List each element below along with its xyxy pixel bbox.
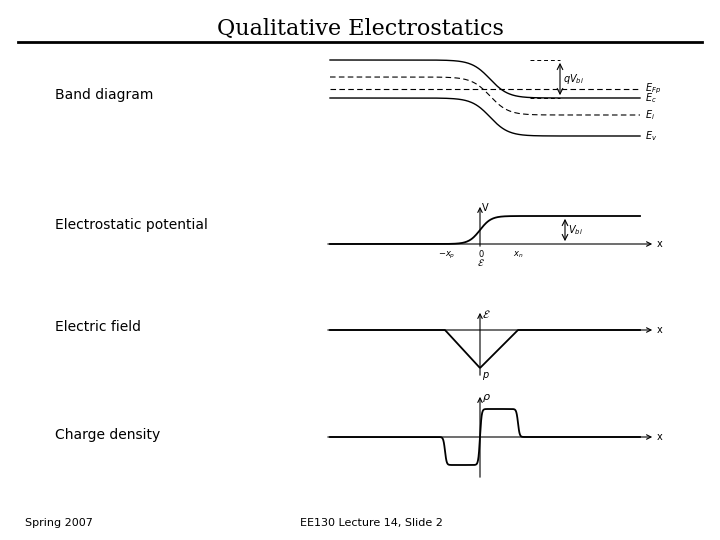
Text: Qualitative Electrostatics: Qualitative Electrostatics: [217, 18, 503, 40]
Text: $x_n$: $x_n$: [513, 250, 523, 260]
Text: $p$: $p$: [482, 370, 490, 382]
Text: Spring 2007: Spring 2007: [25, 518, 93, 528]
Text: x: x: [657, 432, 662, 442]
Text: x: x: [657, 239, 662, 249]
Text: 0: 0: [478, 250, 484, 259]
Text: $E_i$: $E_i$: [645, 108, 655, 122]
Text: $\mathcal{E}$: $\mathcal{E}$: [482, 308, 490, 320]
Text: $qV_{bi}$: $qV_{bi}$: [563, 72, 584, 86]
Text: V: V: [482, 203, 489, 213]
Text: Electrostatic potential: Electrostatic potential: [55, 218, 208, 232]
Text: Charge density: Charge density: [55, 428, 161, 442]
Text: Band diagram: Band diagram: [55, 88, 153, 102]
Text: Electric field: Electric field: [55, 320, 141, 334]
Text: EE130 Lecture 14, Slide 2: EE130 Lecture 14, Slide 2: [300, 518, 443, 528]
Text: $-x_p$: $-x_p$: [438, 250, 456, 261]
Text: $V_{bi}$: $V_{bi}$: [568, 223, 583, 237]
Text: $E_{Fp}$: $E_{Fp}$: [645, 82, 661, 96]
Text: x: x: [657, 325, 662, 335]
Text: $\mathcal{E}$: $\mathcal{E}$: [477, 257, 485, 268]
Text: $E_v$: $E_v$: [645, 129, 657, 143]
Text: $E_c$: $E_c$: [645, 91, 657, 105]
Text: $\rho$: $\rho$: [482, 392, 491, 404]
